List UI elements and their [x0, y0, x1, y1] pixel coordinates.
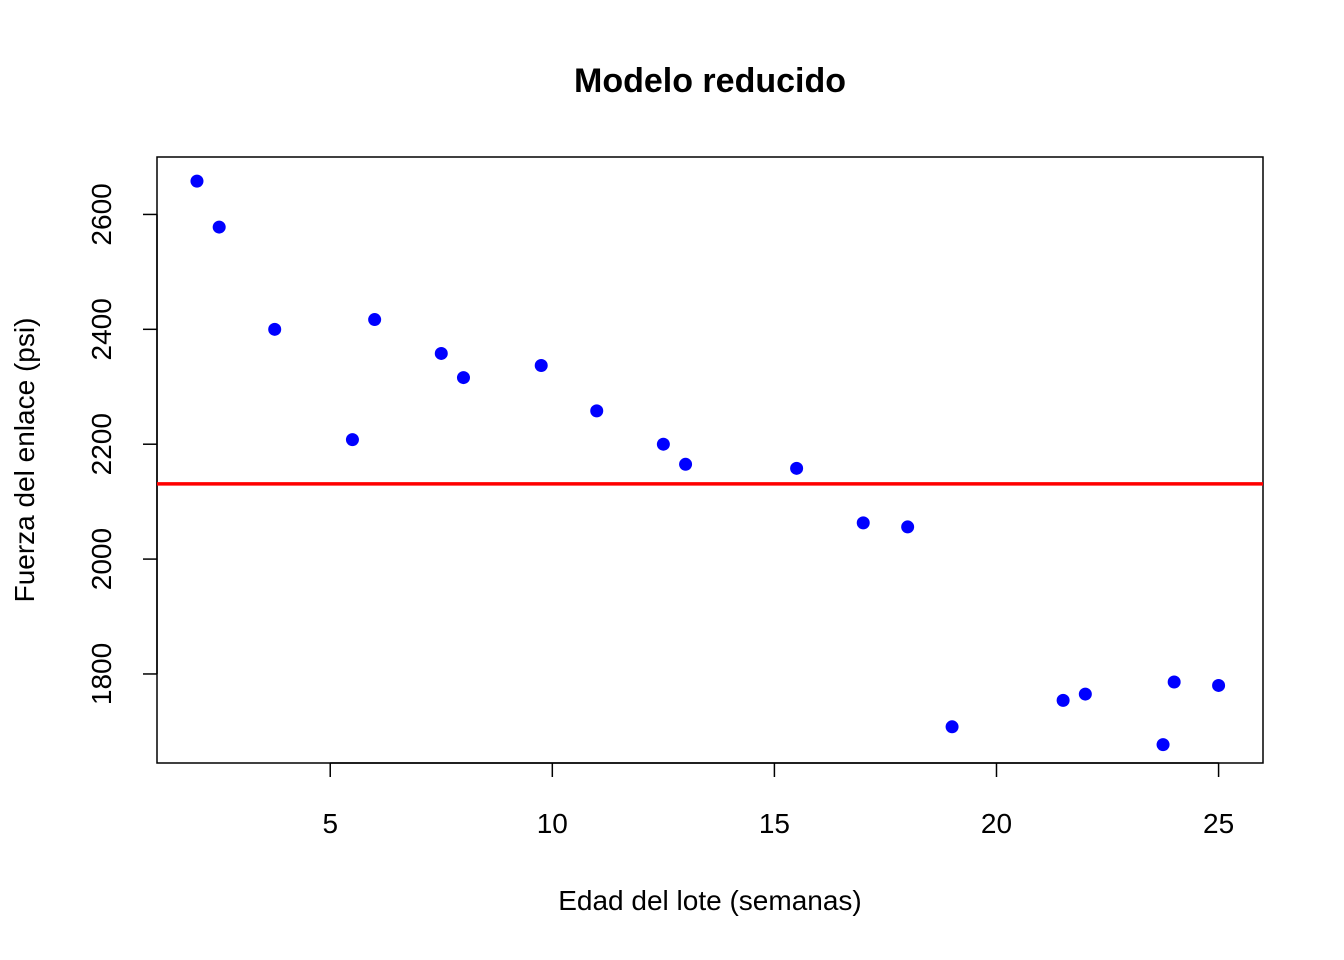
data-point — [590, 404, 604, 418]
y-tick-label: 2200 — [86, 413, 117, 475]
x-tick-label: 15 — [759, 808, 790, 839]
data-point — [434, 346, 448, 360]
data-point — [534, 359, 548, 373]
data-point — [268, 322, 282, 336]
x-tick-label: 20 — [981, 808, 1012, 839]
plot-frame — [156, 156, 1264, 764]
data-point — [345, 433, 359, 447]
data-point — [1056, 693, 1070, 707]
data-point — [790, 461, 804, 475]
y-axis-label: Fuerza del enlace (psi) — [9, 318, 40, 603]
x-tick-label: 10 — [537, 808, 568, 839]
x-tick-label: 5 — [322, 808, 338, 839]
data-point — [190, 174, 204, 188]
chart-title: Modelo reducido — [574, 62, 846, 100]
data-point — [1212, 678, 1226, 692]
x-axis-label: Edad del lote (semanas) — [558, 885, 862, 916]
y-tick-label: 2600 — [86, 183, 117, 245]
x-axis: 5 10 15 20 25 — [322, 762, 1234, 839]
y-axis: 1800 2000 2200 2400 2600 — [86, 183, 158, 705]
data-point — [1156, 738, 1170, 752]
data-point — [679, 457, 693, 471]
y-tick-label: 2000 — [86, 528, 117, 590]
data-point — [1167, 675, 1181, 689]
data-point — [901, 520, 915, 534]
data-point — [456, 371, 470, 385]
data-point — [656, 437, 670, 451]
data-point — [212, 220, 226, 234]
data-point — [1078, 687, 1092, 701]
y-tick-label: 1800 — [86, 643, 117, 705]
data-point — [945, 720, 959, 734]
data-point — [368, 313, 382, 327]
y-tick-label: 2400 — [86, 298, 117, 360]
data-points — [190, 174, 1226, 752]
data-point — [856, 516, 870, 530]
x-tick-label: 25 — [1203, 808, 1234, 839]
